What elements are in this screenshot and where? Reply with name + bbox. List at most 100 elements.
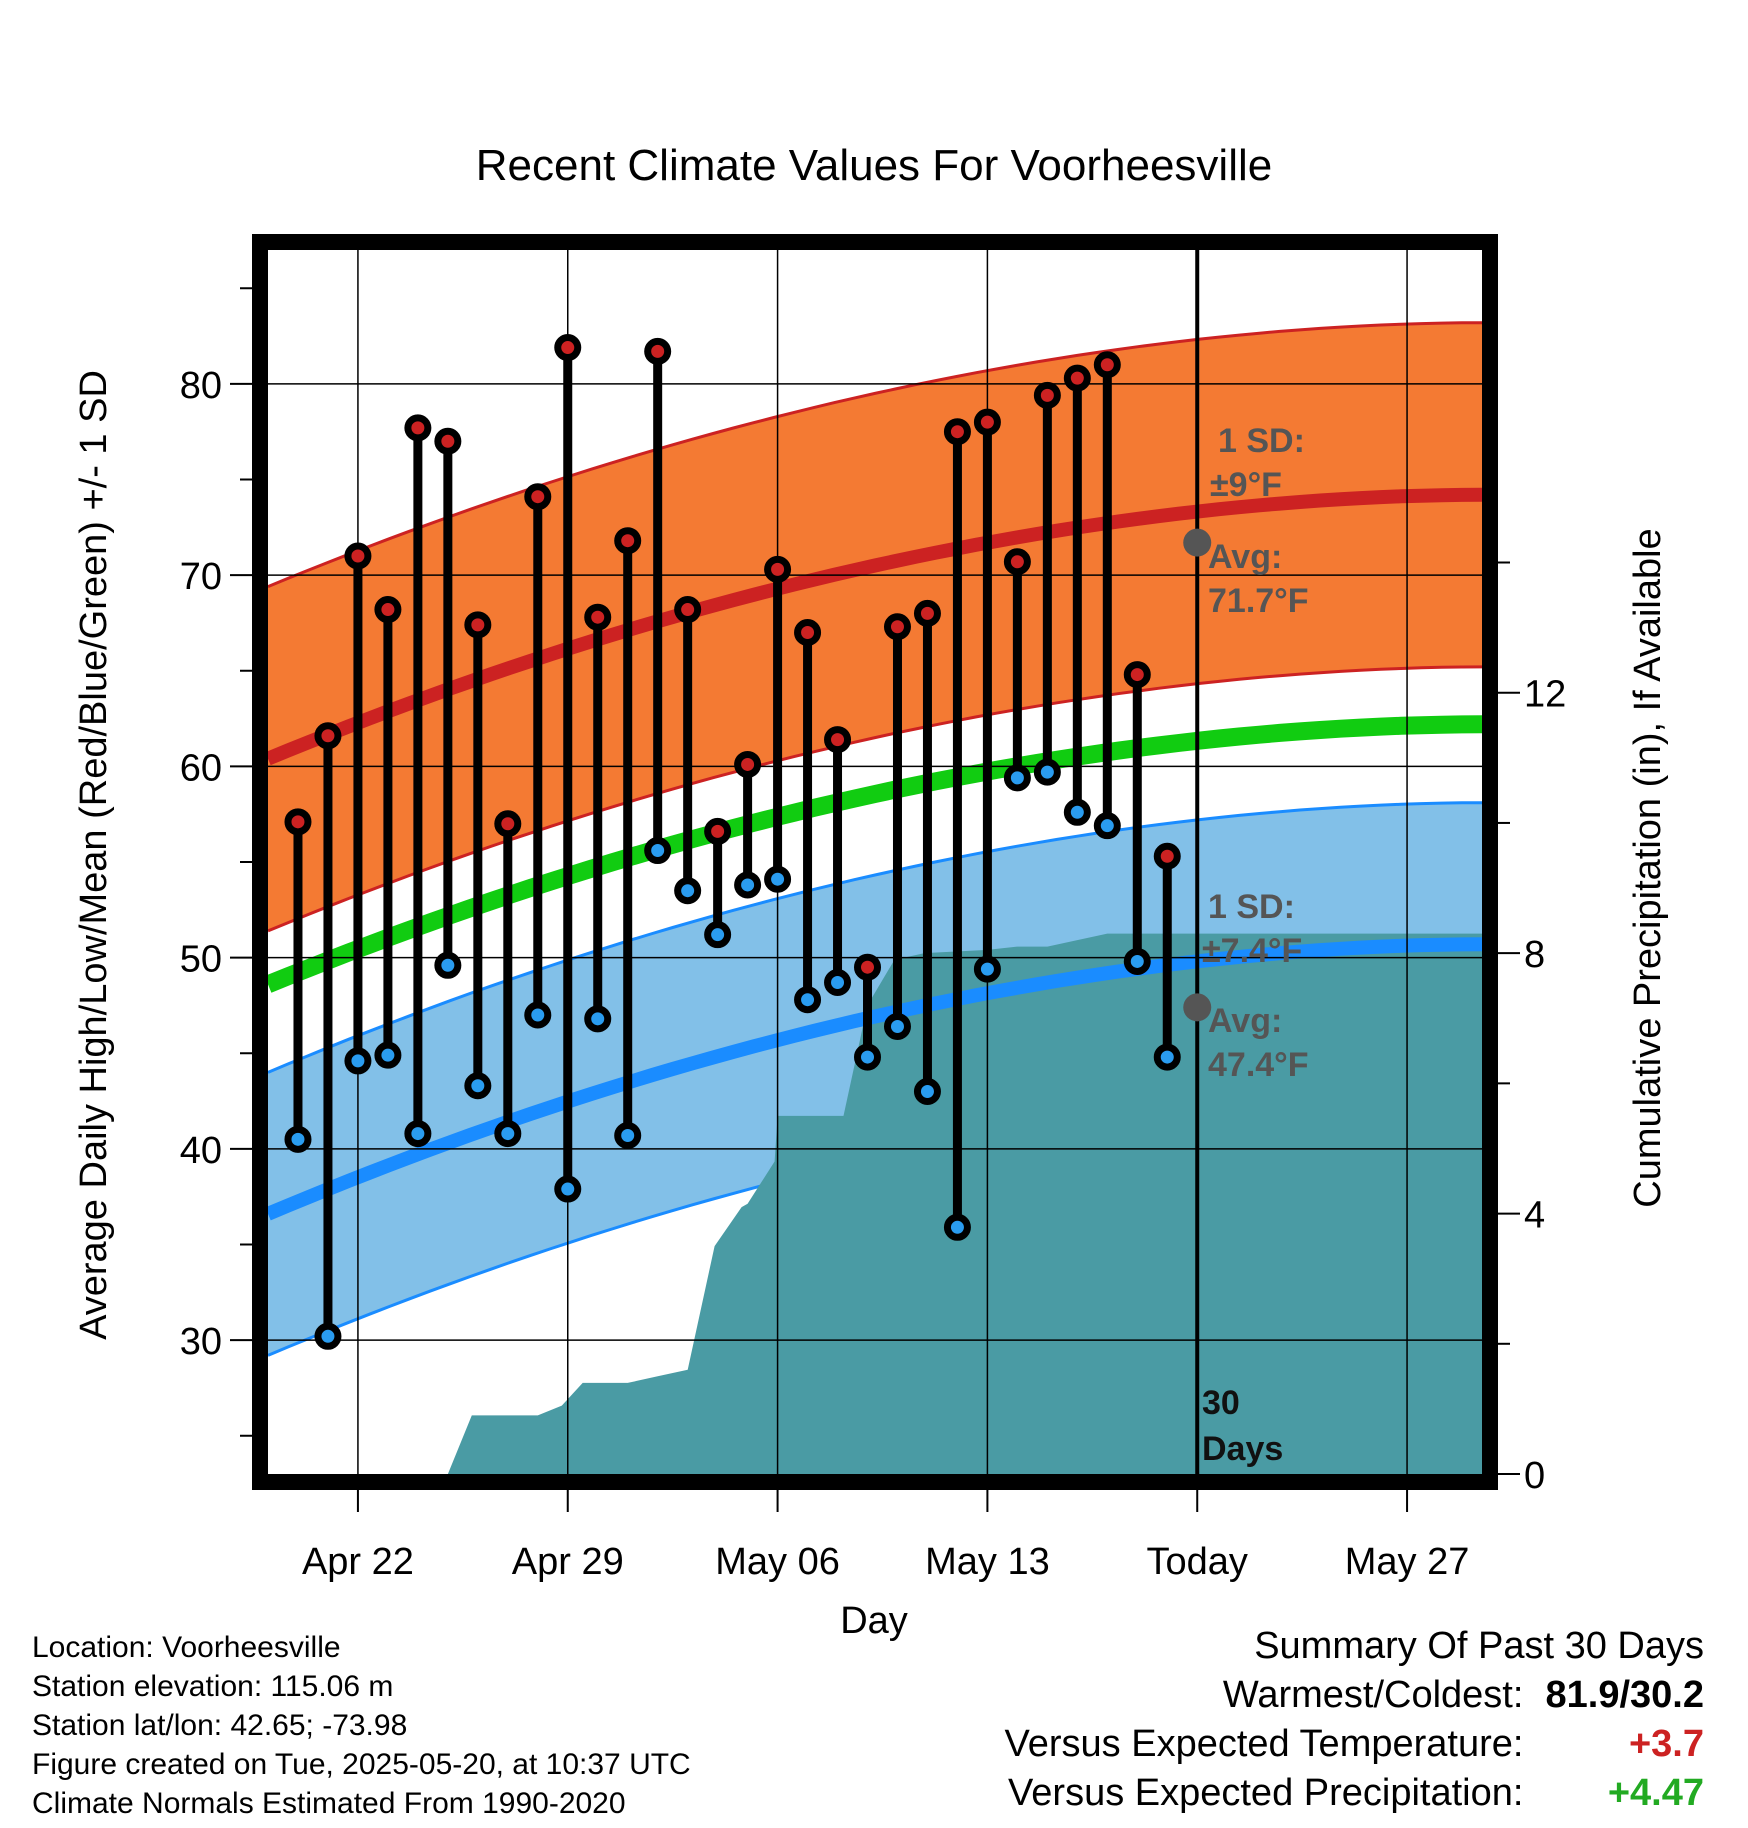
daily-low-point	[494, 1120, 522, 1148]
daily-low-point	[554, 1175, 582, 1203]
daily-low-point	[764, 865, 792, 893]
daily-high-point	[614, 527, 642, 555]
daily-high-point	[374, 596, 402, 624]
daily-high-point	[1003, 548, 1031, 576]
daily-high-point	[404, 414, 432, 442]
daily-high-point	[584, 603, 612, 631]
daily-low-point	[883, 1012, 911, 1040]
summary-temp-label: Versus Expected Temperature:	[1004, 1723, 1524, 1765]
info-elevation: Station elevation: 115.06 m	[32, 1670, 394, 1703]
daily-high-point	[854, 953, 882, 981]
daily-low-point	[674, 877, 702, 905]
daily-high-point	[824, 726, 852, 754]
daily-high-point	[434, 427, 462, 455]
low-sd-label: 1 SD:	[1208, 888, 1295, 926]
daily-high-point	[644, 337, 672, 365]
x-tick-label: May 27	[1345, 1541, 1470, 1583]
high-sd-value: ±9°F	[1210, 466, 1282, 504]
low-avg-label: Avg:	[1208, 1002, 1282, 1040]
low-sd-value: ±7.4°F	[1202, 932, 1302, 970]
daily-high-point	[1153, 842, 1181, 870]
y-tick-label: 40	[180, 1130, 222, 1172]
daily-high-point	[704, 817, 732, 845]
y2-tick-label: 4	[1524, 1195, 1545, 1237]
high-avg-label: Avg:	[1208, 538, 1282, 576]
station-info: Location: Voorheesville Station elevatio…	[32, 1628, 691, 1823]
daily-low-point	[1003, 764, 1031, 792]
days-count-word: Days	[1202, 1430, 1283, 1468]
summary-temp-value: +3.7	[1628, 1723, 1704, 1765]
daily-low-point	[854, 1043, 882, 1071]
x-tick-label: Today	[1147, 1541, 1248, 1583]
summary-precip-label: Versus Expected Precipitation:	[1008, 1772, 1524, 1814]
daily-high-point	[1123, 661, 1151, 689]
daily-low-point	[644, 837, 672, 865]
daily-high-point	[943, 418, 971, 446]
x-tick-label: Apr 22	[302, 1541, 414, 1583]
daily-high-point	[913, 599, 941, 627]
today-avg-high-marker	[1183, 528, 1212, 557]
y2-tick-label: 0	[1524, 1455, 1545, 1497]
daily-low-point	[614, 1121, 642, 1149]
daily-low-point	[913, 1078, 941, 1105]
daily-high-point	[794, 619, 822, 646]
info-location: Location: Voorheesville	[32, 1631, 341, 1664]
info-created: Figure created on Tue, 2025-05-20, at 10…	[32, 1748, 691, 1781]
low-avg-value: 47.4°F	[1208, 1046, 1309, 1084]
y2-tick-label: 8	[1524, 934, 1545, 976]
daily-high-point	[674, 596, 702, 624]
daily-high-point	[764, 555, 792, 583]
summary-warmest-row: Warmest/Coldest: 81.9/30.2	[1005, 1671, 1704, 1720]
daily-low-point	[314, 1322, 342, 1350]
daily-low-point	[794, 986, 822, 1014]
summary-temp-row: Versus Expected Temperature: +3.7	[1005, 1720, 1704, 1769]
daily-low-point	[943, 1213, 971, 1241]
x-tick-label: May 13	[925, 1541, 1050, 1583]
daily-low-point	[704, 921, 732, 949]
y-tick-label: 80	[180, 365, 222, 407]
daily-high-point	[973, 408, 1001, 436]
summary-warmest-label: Warmest/Coldest:	[1222, 1674, 1524, 1716]
y2-axis-label: Cumulative Precipitation (in), If Availa…	[1627, 528, 1669, 1207]
high-sd-label: 1 SD:	[1218, 422, 1305, 460]
daily-high-point	[1063, 364, 1091, 392]
daily-low-point	[584, 1005, 612, 1033]
daily-high-point	[464, 611, 492, 639]
chart-title: Recent Climate Values For Voorheesville	[476, 141, 1272, 190]
daily-high-point	[1093, 351, 1121, 379]
daily-low-point	[374, 1041, 402, 1069]
plot-inner	[268, 250, 1482, 1474]
info-normals: Climate Normals Estimated From 1990-2020	[32, 1787, 626, 1820]
x-axis-label: Day	[840, 1600, 908, 1642]
info-latlon: Station lat/lon: 42.65; -73.98	[32, 1709, 408, 1742]
daily-high-point	[734, 750, 762, 778]
today-avg-low-marker	[1183, 993, 1212, 1022]
daily-low-point	[1123, 947, 1151, 975]
summary-precip-row: Versus Expected Precipitation: +4.47	[1005, 1769, 1704, 1818]
daily-low-point	[1153, 1043, 1181, 1071]
daily-low-point	[1033, 758, 1061, 786]
daily-low-point	[344, 1047, 372, 1075]
high-sd-upper-edge	[268, 321, 1482, 588]
summary-panel: Summary Of Past 30 Days Warmest/Coldest:…	[1005, 1622, 1704, 1818]
low-sd-upper-edge	[268, 801, 1482, 1074]
high-sd-lower-edge	[268, 665, 1482, 933]
high-avg-value: 71.7°F	[1208, 582, 1309, 620]
daily-low-point	[973, 955, 1001, 983]
plot-area: 1 SD: ±9°F Avg: 71.7°F 1 SD: ±7.4°F Avg: 47.4°F…	[180, 234, 1566, 1583]
daily-high-point	[883, 613, 911, 641]
x-tick-label: Apr 29	[512, 1541, 624, 1583]
daily-high-point	[524, 483, 552, 511]
y2-tick-label: 12	[1524, 674, 1566, 716]
normal-mean-line	[268, 715, 1482, 993]
days-count-number: 30	[1202, 1384, 1240, 1422]
normal-high-line	[268, 487, 1482, 766]
summary-warmest-value: 81.9/30.2	[1545, 1674, 1704, 1716]
normal-low-line	[268, 937, 1482, 1221]
daily-low-point	[524, 1001, 552, 1029]
y-tick-label: 30	[180, 1321, 222, 1363]
daily-low-point	[824, 968, 852, 996]
summary-precip-value: +4.47	[1607, 1772, 1704, 1814]
y-tick-label: 50	[180, 939, 222, 981]
daily-high-point	[1033, 381, 1061, 409]
